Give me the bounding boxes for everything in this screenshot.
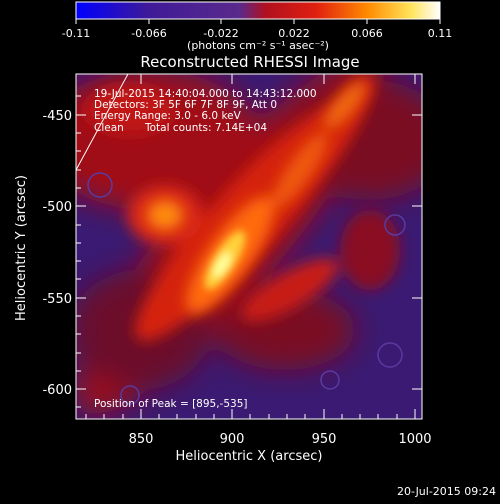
y-axis-ticks (76, 95, 422, 408)
plot-frame (75, 73, 423, 420)
x-tick-label: 850 (129, 432, 154, 447)
colorbar-tick-label: -0.066 (131, 27, 166, 40)
footer-timestamp: 20-Jul-2015 09:24 (397, 485, 496, 498)
colorbar-tick-label: 0.11 (428, 27, 453, 40)
colorbar-tick-label: -0.11 (62, 27, 90, 40)
colorbar-tick-label: -0.022 (203, 27, 238, 40)
x-tick-label: 900 (220, 432, 245, 447)
y-axis-label: Heliocentric Y (arcsec) (14, 175, 29, 321)
energy-range-text: Energy Range: 3.0 - 6.0 keV (94, 110, 242, 122)
colorbar-tick-label: 0.066 (351, 27, 383, 40)
y-tick-label: -500 (42, 200, 72, 215)
peak-position-text: Position of Peak = [895,-535] (94, 398, 248, 410)
time-range-text: 19-Jul-2015 14:40:04.000 to 14:43:12.000 (94, 88, 317, 100)
y-tick-label: -600 (42, 383, 72, 398)
detectors-text: Detectors: 3F 5F 6F 7F 8F 9F, Att 0 (94, 99, 277, 111)
method-text: Clean (94, 122, 124, 134)
y-tick-label: -550 (42, 292, 72, 307)
limb-line (75, 73, 129, 171)
total-counts-text: Total counts: 7.14E+04 (144, 122, 267, 134)
colorbar-tick-label: 0.022 (278, 27, 310, 40)
colorbar-units: (photons cm⁻² s⁻¹ asec⁻²) (187, 39, 329, 52)
colorbar-ticks (75, 19, 441, 24)
x-axis-ticks (85, 74, 416, 419)
x-axis-label: Heliocentric X (arcsec) (176, 449, 323, 464)
rhessi-image (76, 74, 422, 419)
y-tick-label: -450 (42, 109, 72, 124)
x-tick-label: 1000 (398, 432, 431, 447)
colorbar (75, 1, 441, 20)
plot-title: Reconstructed RHESSI Image (140, 53, 359, 71)
x-tick-label: 950 (312, 432, 337, 447)
